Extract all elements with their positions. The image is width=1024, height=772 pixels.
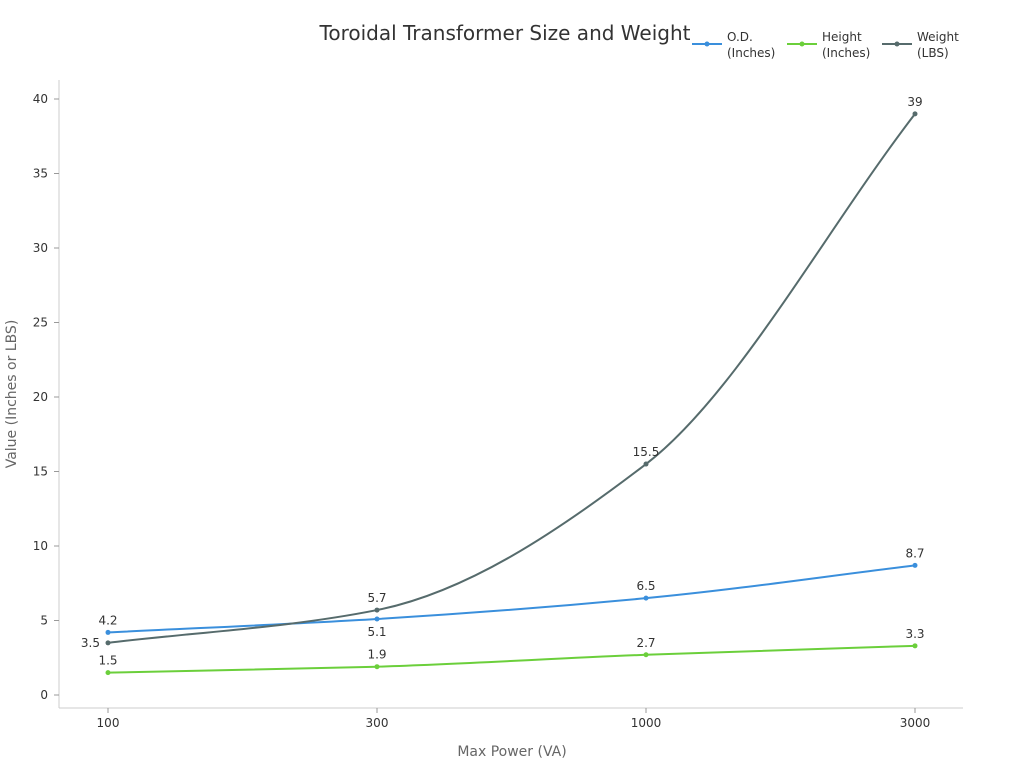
- x-ticks: 100 300 1000 3000: [97, 708, 931, 730]
- legend-label: O.D.: [727, 30, 753, 44]
- legend-label: Weight: [917, 30, 959, 44]
- data-label: 4.2: [98, 613, 117, 627]
- y-tick-label: 40: [33, 92, 48, 106]
- legend-marker: [799, 41, 805, 47]
- data-point: [105, 670, 111, 676]
- x-tick-label: 100: [97, 716, 120, 730]
- data-label: 5.1: [367, 625, 386, 639]
- x-axis-label: Max Power (VA): [457, 744, 566, 760]
- series-1: 1.5 1.9 2.7 3.3: [98, 627, 925, 676]
- data-point: [374, 664, 380, 670]
- series-2: 3.5 5.7 15.5 39: [81, 95, 923, 650]
- data-label: 8.7: [905, 546, 924, 560]
- data-label: 3.3: [905, 627, 924, 641]
- chart-title: Toroidal Transformer Size and Weight: [319, 21, 691, 45]
- legend-label: (LBS): [917, 46, 949, 60]
- x-tick-label: 3000: [900, 716, 931, 730]
- data-label: 2.7: [636, 636, 655, 650]
- data-point: [643, 652, 649, 658]
- legend-item[interactable]: O.D. (Inches): [692, 30, 775, 60]
- y-ticks: 0 5 10 15 20 25 30 35 40: [33, 92, 59, 702]
- data-label: 15.5: [633, 445, 660, 459]
- x-tick-label: 1000: [631, 716, 662, 730]
- series-line: [107, 564, 916, 634]
- y-axis-label: Value (Inches or LBS): [4, 320, 20, 469]
- legend-item[interactable]: Weight (LBS): [882, 30, 959, 60]
- series-group: 4.2 5.1 6.5 8.7 1.5 1.9 2.7 3.3 3.5 5.7 15.5 39: [81, 95, 925, 676]
- y-tick-label: 5: [40, 614, 48, 628]
- data-point: [912, 111, 918, 117]
- legend-label: Height: [822, 30, 862, 44]
- legend-item[interactable]: Height (Inches): [787, 30, 870, 60]
- y-tick-label: 0: [40, 688, 48, 702]
- y-tick-label: 20: [33, 390, 48, 404]
- legend-marker: [704, 41, 710, 47]
- data-point: [374, 616, 380, 622]
- legend-label: (Inches): [727, 46, 775, 60]
- data-point: [912, 643, 918, 649]
- data-label: 6.5: [636, 579, 655, 593]
- data-label: 3.5: [81, 636, 100, 650]
- data-point: [912, 562, 918, 568]
- data-label: 39: [907, 95, 922, 109]
- legend-marker: [894, 41, 900, 47]
- data-label: 1.5: [98, 654, 117, 668]
- y-tick-label: 10: [33, 539, 48, 553]
- data-label: 5.7: [367, 591, 386, 605]
- data-point: [105, 629, 111, 635]
- y-tick-label: 35: [33, 167, 48, 181]
- y-tick-label: 25: [33, 316, 48, 330]
- data-point: [643, 595, 649, 601]
- data-point: [105, 640, 111, 646]
- x-tick-label: 300: [366, 716, 389, 730]
- y-tick-label: 15: [33, 465, 48, 479]
- legend: O.D. (Inches) Height (Inches) Weight (LBS): [692, 30, 959, 60]
- y-tick-label: 30: [33, 241, 48, 255]
- data-label: 1.9: [367, 648, 386, 662]
- series-line: [107, 113, 916, 644]
- series-line: [107, 644, 916, 674]
- series-0: 4.2 5.1 6.5 8.7: [98, 546, 924, 639]
- data-point: [643, 461, 649, 467]
- data-point: [374, 607, 380, 613]
- legend-label: (Inches): [822, 46, 870, 60]
